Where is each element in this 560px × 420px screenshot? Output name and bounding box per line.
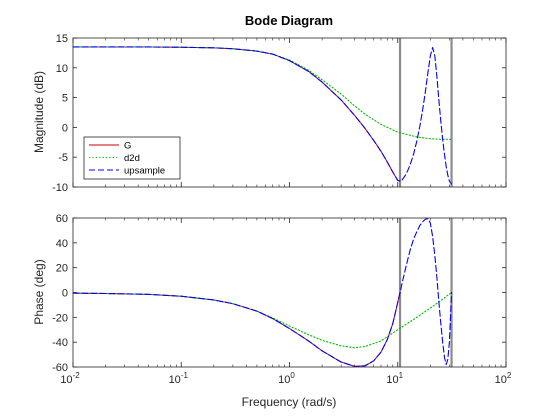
magnitude-ytick-label: 15 [56, 33, 68, 45]
phase-axes-frame [73, 218, 506, 367]
magnitude-ytick-label: 10 [56, 63, 68, 75]
x-tick-label: 101 [386, 371, 403, 386]
phase-ylabel: Phase (deg) [32, 259, 46, 324]
magnitude-ytick-label: 5 [62, 93, 68, 105]
x-axis-label: Frequency (rad/s) [242, 395, 337, 409]
magnitude-ytick-label: -5 [58, 152, 68, 164]
phase-ytick-label: -40 [52, 337, 68, 349]
phase-ticks: 60 40 20 0 -20 -40 -60 [52, 213, 507, 374]
legend-label-d2d: d2d [124, 153, 140, 164]
magnitude-series [72, 46, 453, 185]
magnitude-nyquist-lines [398, 38, 453, 187]
x-tick-label: 102 [495, 371, 512, 386]
x-tick-label: 100 [278, 371, 295, 386]
x-tick-labels: 10-2 10-1 100 101 102 [60, 371, 512, 386]
phase-ytick-label: 0 [62, 288, 68, 300]
phase-ytick-label: 40 [56, 238, 68, 250]
magnitude-ytick-label: -10 [52, 182, 68, 194]
legend: G d2d upsample [83, 136, 181, 180]
x-tick-label: 10-1 [169, 371, 189, 386]
phase-ytick-label: -60 [52, 362, 68, 374]
magnitude-series-upsample [72, 46, 453, 185]
phase-ytick-label: 20 [56, 263, 68, 275]
legend-label-g: G [124, 141, 131, 152]
phase-ytick-label: -20 [52, 312, 68, 324]
phase-axes-border [72, 217, 507, 368]
magnitude-ytick-label: 0 [62, 122, 68, 134]
chart-title: Bode Diagram [245, 13, 333, 28]
phase-series [72, 218, 453, 367]
magnitude-ylabel: Magnitude (dB) [32, 71, 46, 153]
magnitude-axes-border [72, 37, 507, 188]
legend-label-upsample: upsample [124, 166, 165, 177]
phase-ytick-label: 60 [56, 213, 68, 225]
phase-panel: 60 40 20 0 -20 -40 -60 Phase (deg) 10-2 10-1 100… [32, 213, 512, 386]
legend-box [83, 136, 181, 180]
magnitude-panel: 15 10 5 0 -5 -10 Magnitude (dB) G d2d upsampl… [32, 33, 507, 194]
x-tick-label: 10-2 [60, 371, 80, 386]
